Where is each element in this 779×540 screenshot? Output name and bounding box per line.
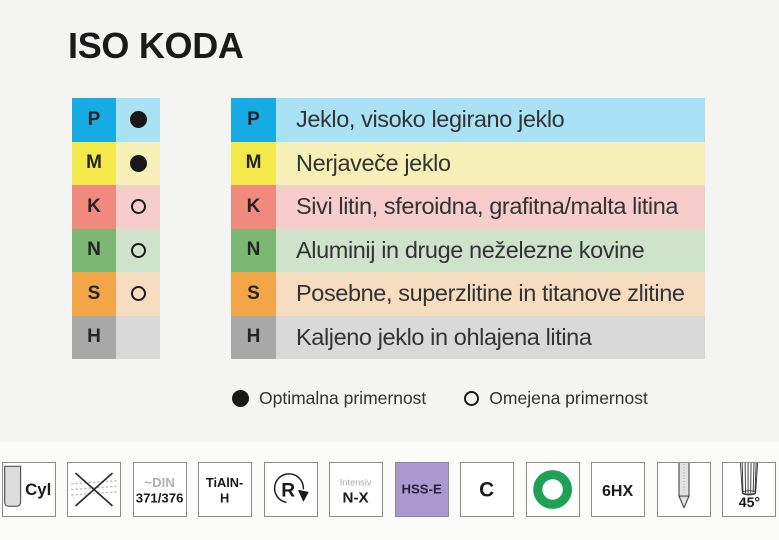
svg-text:HSS-E: HSS-E (401, 482, 442, 497)
svg-text:~DIN: ~DIN (144, 475, 174, 490)
svg-text:6HX: 6HX (602, 483, 633, 500)
svg-text:N-X: N-X (343, 489, 369, 506)
svg-text:TiAlN-: TiAlN- (206, 475, 243, 490)
svg-text:R: R (281, 481, 295, 502)
svg-text:371/376: 371/376 (136, 490, 184, 505)
svg-text:45°: 45° (739, 494, 761, 510)
svg-text:H: H (220, 490, 229, 505)
svg-text:C: C (479, 479, 494, 502)
svg-text:Intensiv: Intensiv (340, 478, 372, 488)
svg-text:Cyl: Cyl (25, 480, 51, 499)
